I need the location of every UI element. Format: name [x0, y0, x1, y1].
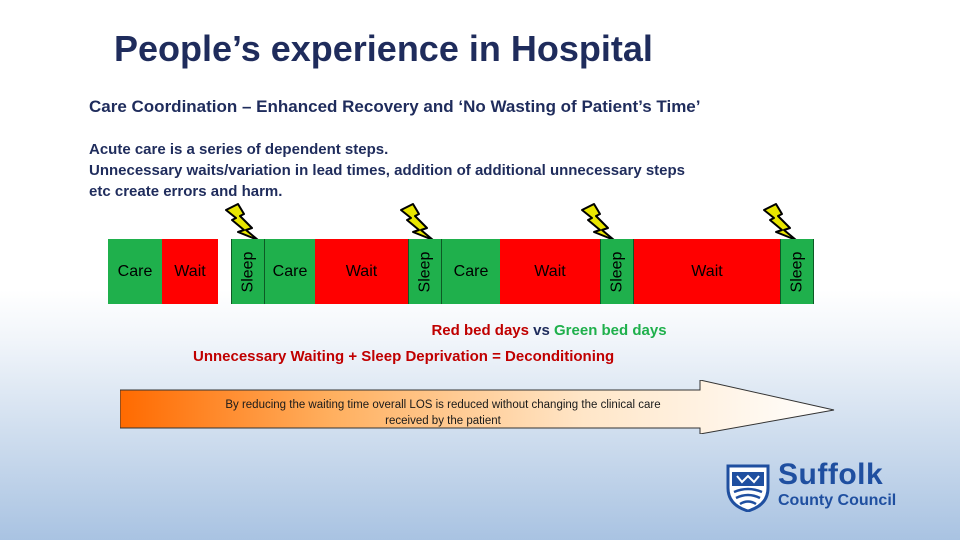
green-bed-days-label: Green bed days: [554, 322, 667, 339]
bed-days-legend: Red bed days vs Green bed days: [0, 322, 960, 339]
outcome-text: By reducing the waiting time overall LOS…: [128, 397, 758, 429]
intro-line-3: etc create errors and harm.: [89, 183, 283, 200]
timeline-sleep: Sleep: [408, 239, 442, 304]
timeline-sleep: Sleep: [231, 239, 265, 304]
red-bed-days-label: Red bed days: [431, 322, 529, 339]
logo-name: Suffolk: [778, 458, 884, 491]
timeline-sleep: Sleep: [780, 239, 814, 304]
outcome-arrow: [120, 380, 835, 434]
vs-label: vs: [528, 322, 554, 339]
lightning-bolt-icon: [763, 203, 797, 241]
timeline-wait: Wait: [162, 239, 218, 304]
logo-subtitle: County Council: [778, 492, 897, 509]
intro-line-1: Acute care is a series of dependent step…: [89, 141, 389, 158]
lightning-bolt-icon: [225, 203, 259, 241]
timeline-wait: Wait: [315, 239, 408, 304]
lightning-bolt-icon: [581, 203, 615, 241]
outcome-text-line-1: By reducing the waiting time overall LOS…: [225, 399, 661, 411]
lightning-bolt-icon: [400, 203, 434, 241]
intro-text: Acute care is a series of dependent step…: [89, 139, 685, 202]
intro-line-2: Unnecessary waits/variation in lead time…: [89, 162, 686, 179]
timeline-care: Care: [265, 239, 315, 304]
timeline-care: Care: [442, 239, 500, 304]
timeline-sleep: Sleep: [600, 239, 634, 304]
deconditioning-equation: Unnecessary Waiting + Sleep Deprivation …: [193, 348, 615, 365]
timeline-wait: Wait: [634, 239, 780, 304]
page-subtitle: Care Coordination – Enhanced Recovery an…: [89, 97, 701, 116]
suffolk-crest-logo: [726, 464, 770, 512]
page-title: People’s experience in Hospital: [114, 28, 653, 69]
timeline-wait: Wait: [500, 239, 600, 304]
outcome-text-line-2: received by the patient: [385, 415, 501, 427]
timeline-care: Care: [108, 239, 162, 304]
